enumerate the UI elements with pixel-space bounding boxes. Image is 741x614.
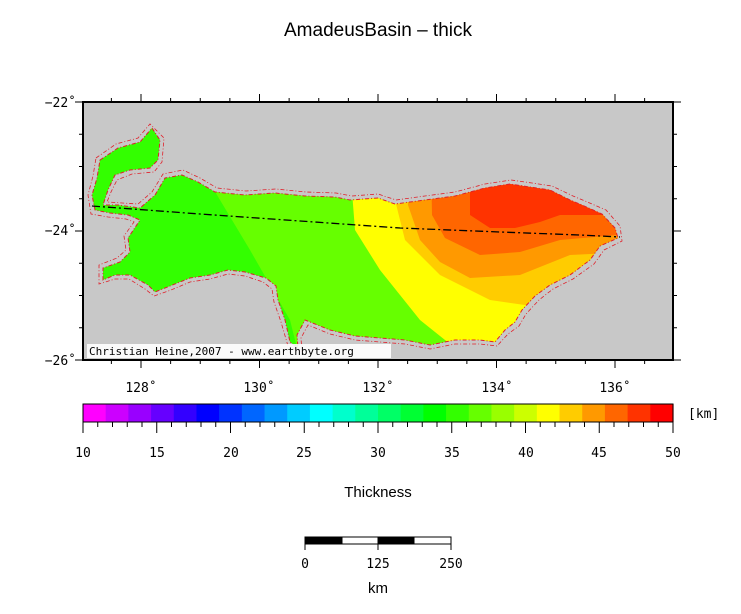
scale-seg-1	[304, 536, 343, 545]
colorbar-tick-40: 40	[518, 446, 534, 461]
credit-box	[87, 344, 391, 358]
colorbar-swatch	[151, 404, 175, 422]
colorbar-tick-15: 15	[149, 446, 165, 461]
scale-seg-4	[413, 536, 452, 545]
colorbar-swatch	[514, 404, 538, 422]
colorbar-swatch	[128, 404, 152, 422]
profile-line	[91, 205, 621, 238]
colorbar-tick-25: 25	[296, 446, 312, 461]
colorbar-swatch	[196, 404, 220, 422]
scale-label-125: 125	[366, 557, 389, 572]
colorbar-swatch	[536, 404, 561, 422]
lat-label-22: −22˚	[45, 95, 76, 111]
lon-label-132: 132˚	[362, 380, 393, 396]
colorbar-swatch	[105, 404, 129, 422]
colorbar-swatch	[423, 404, 447, 422]
lon-label-128: 128˚	[125, 380, 156, 396]
colorbar-swatch	[173, 404, 198, 422]
colorbar-tick-45: 45	[591, 446, 607, 461]
colorbar-swatch	[264, 404, 288, 422]
lon-label-136: 136˚	[599, 380, 630, 396]
colorbar-swatch	[400, 404, 424, 422]
colorbar-tick-30: 30	[370, 446, 386, 461]
colorbar	[83, 404, 674, 422]
scale-seg-2	[341, 536, 379, 545]
basin-outline-outer	[87, 123, 623, 353]
colorbar-label: Thickness	[344, 484, 412, 501]
colorbar-tick-20: 20	[223, 446, 239, 461]
scale-bar	[304, 536, 452, 550]
scale-label-0: 0	[301, 557, 309, 572]
map-frame-ticks	[75, 94, 681, 368]
colorbar-swatch	[559, 404, 583, 422]
lat-label-26: −26˚	[45, 353, 76, 369]
colorbar-swatch	[241, 404, 266, 422]
colorbar-tick-10: 10	[75, 446, 91, 461]
colorbar-swatch	[309, 404, 334, 422]
lat-label-24: −24˚	[45, 223, 76, 239]
lon-label-134: 134˚	[481, 380, 512, 396]
colorbar-swatch	[355, 404, 379, 422]
colorbar-swatch	[604, 404, 629, 422]
colorbar-swatch	[491, 404, 515, 422]
colorbar-swatch	[219, 404, 243, 422]
colorbar-swatch	[83, 404, 107, 422]
scale-label-250: 250	[439, 557, 462, 572]
colorbar-swatch	[332, 404, 356, 422]
map-title: AmadeusBasin – thick	[284, 20, 472, 41]
colorbar-swatch	[650, 404, 674, 422]
credit-text: Christian Heine,2007 - www.earthbyte.org	[89, 345, 354, 358]
scale-unit: km	[368, 580, 388, 597]
colorbar-tick-35: 35	[444, 446, 460, 461]
colorbar-ticks	[82, 422, 674, 433]
colorbar-swatch	[287, 404, 311, 422]
colorbar-swatch	[627, 404, 651, 422]
colorbar-tick-50: 50	[665, 446, 681, 461]
scale-seg-3	[377, 536, 415, 545]
colorbar-swatch	[446, 404, 470, 422]
colorbar-swatch	[582, 404, 606, 422]
colorbar-swatch	[468, 404, 493, 422]
lon-label-130: 130˚	[243, 380, 274, 396]
colorbar-unit: [km]	[688, 407, 719, 422]
colorbar-swatch	[378, 404, 402, 422]
